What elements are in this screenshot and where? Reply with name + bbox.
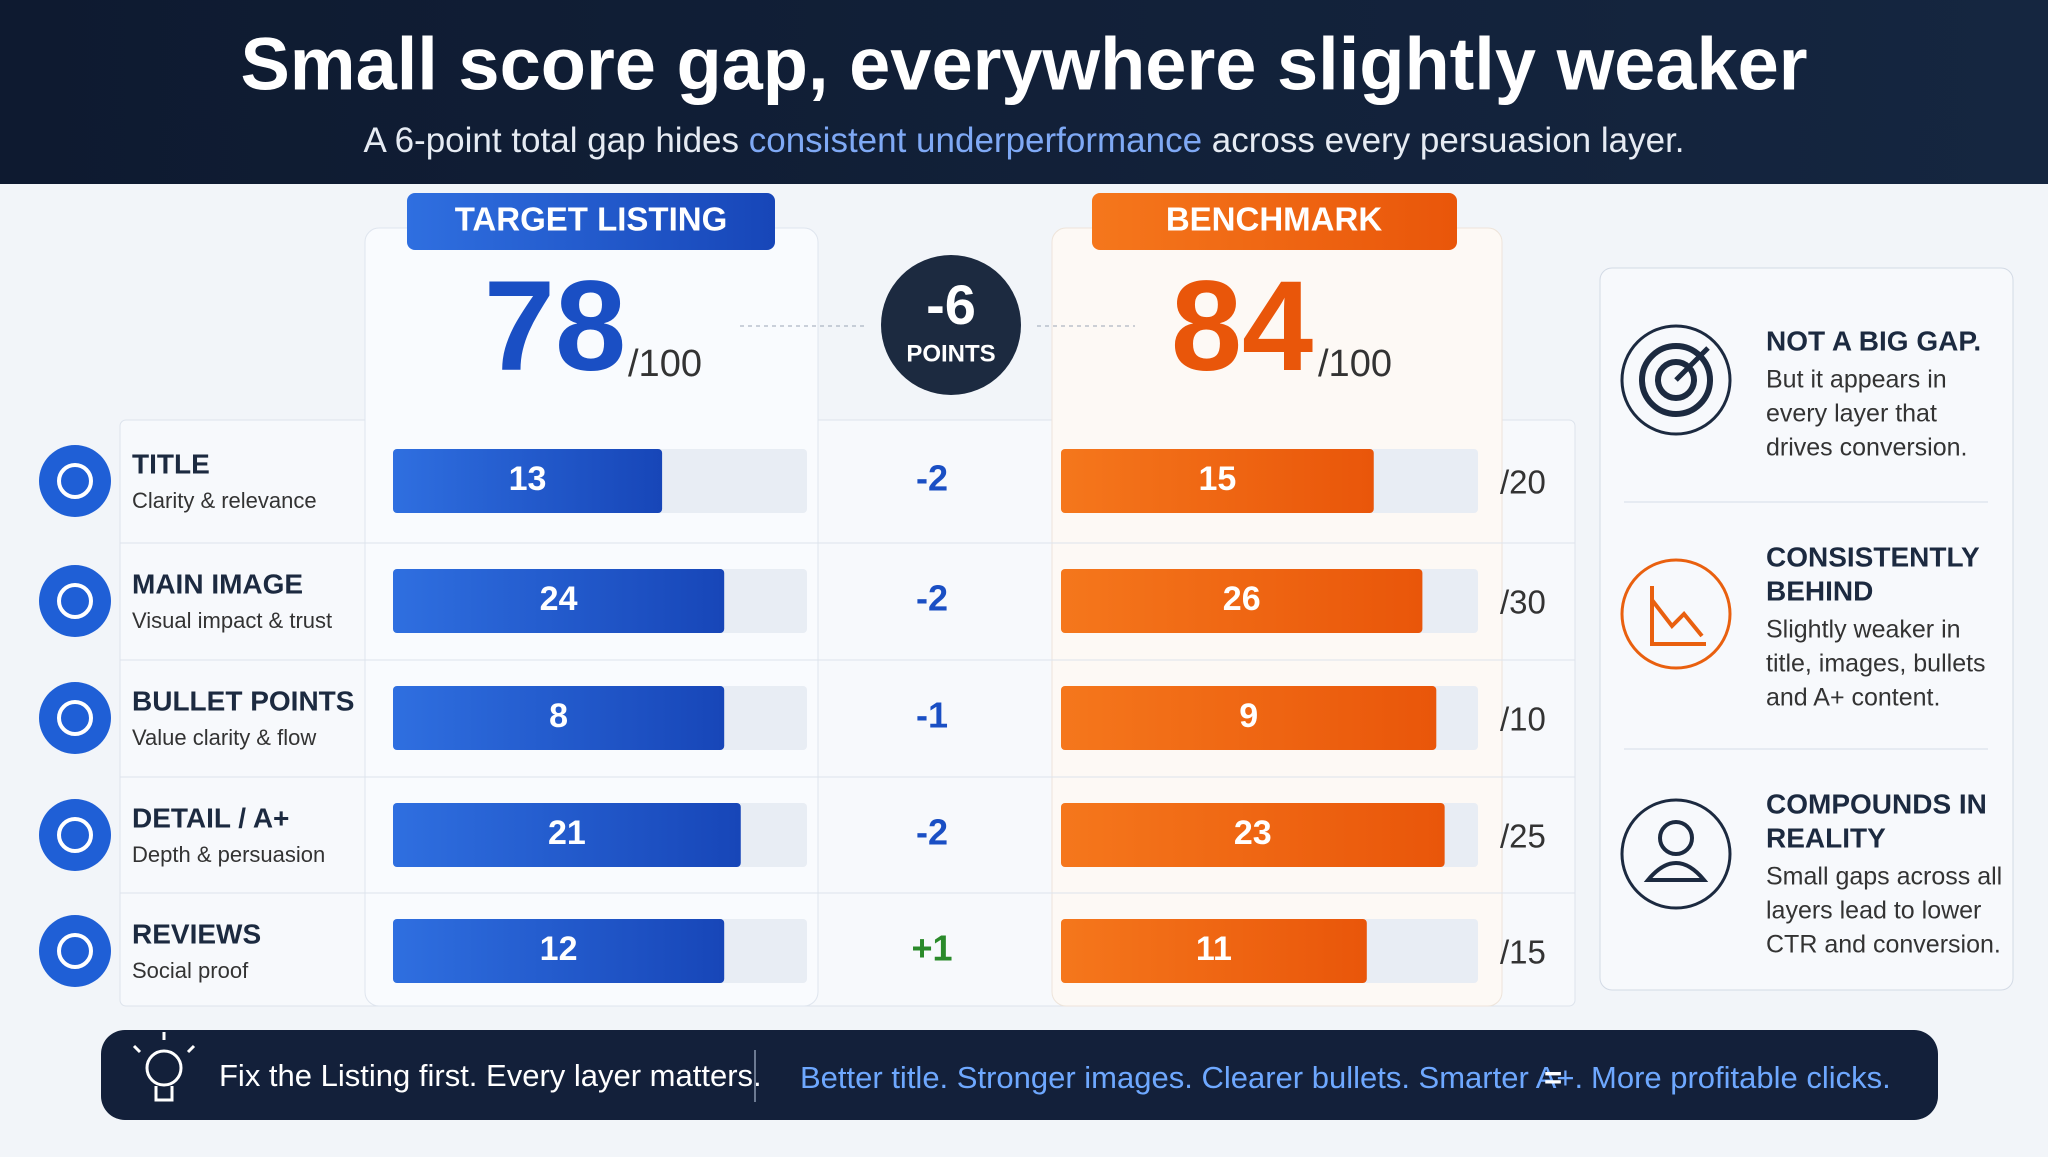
benchmark-bar bbox=[1061, 569, 1423, 633]
target-value: 13 bbox=[509, 460, 547, 498]
note-body: Small gaps across all bbox=[1766, 863, 2002, 891]
benchmark-score: 84 bbox=[1171, 255, 1313, 398]
note-body: CTR and conversion. bbox=[1766, 931, 2001, 959]
footer-bg bbox=[101, 1030, 1938, 1120]
target-score: 78 bbox=[484, 255, 626, 398]
row-name: BULLET POINTS bbox=[132, 685, 354, 716]
gap-circle bbox=[881, 255, 1021, 395]
note-icons bbox=[1620, 324, 1732, 910]
row-icon bbox=[39, 445, 111, 517]
footer-left: Fix the Listing first. Every layer matte… bbox=[219, 1058, 762, 1093]
row-desc: Depth & persuasion bbox=[132, 842, 325, 867]
footer-right: More profitable clicks. bbox=[1591, 1060, 1891, 1095]
row-icon bbox=[39, 682, 111, 754]
header-bg bbox=[0, 0, 2048, 184]
benchmark-bar bbox=[1061, 803, 1445, 867]
target-value: 12 bbox=[540, 930, 578, 968]
row-icon-inner bbox=[57, 700, 93, 736]
row-diff: -2 bbox=[916, 578, 948, 619]
target-bar bbox=[393, 803, 741, 867]
subtitle: A 6-point total gap hides consistent und… bbox=[363, 121, 1684, 160]
title: Small score gap, everywhere slightly wea… bbox=[240, 23, 1807, 106]
benchmark-value: 11 bbox=[1196, 930, 1232, 968]
benchmark-label: BENCHMARK bbox=[1166, 201, 1382, 238]
note-title: BEHIND bbox=[1766, 575, 1873, 606]
gap-value: -6 bbox=[926, 273, 976, 336]
note-title: CONSISTENTLY bbox=[1766, 541, 1980, 572]
row-name: TITLE bbox=[132, 448, 210, 479]
row-diff: -1 bbox=[916, 695, 948, 736]
notes-panel bbox=[1599, 267, 2014, 991]
row-max: /30 bbox=[1500, 584, 1546, 621]
benchmark-value: 23 bbox=[1234, 814, 1272, 852]
note-body: But it appears in bbox=[1766, 366, 1947, 394]
benchmark-bar bbox=[1061, 686, 1437, 750]
row-diff: -2 bbox=[916, 812, 948, 853]
row-icon bbox=[39, 799, 111, 871]
gap-unit: POINTS bbox=[906, 340, 995, 367]
benchmark-value: 26 bbox=[1223, 580, 1261, 618]
bulb-icon bbox=[132, 1032, 196, 1102]
row-max: /10 bbox=[1500, 701, 1546, 738]
row-icon bbox=[39, 565, 111, 637]
subtitle-highlight: consistent underperformance bbox=[749, 121, 1202, 160]
benchmark-bar bbox=[1061, 449, 1374, 513]
note-body: drives conversion. bbox=[1766, 434, 1967, 462]
benchmark-value: 9 bbox=[1239, 697, 1258, 735]
row-name: DETAIL / A+ bbox=[132, 802, 289, 833]
target-value: 21 bbox=[548, 814, 586, 852]
row-icon-inner bbox=[57, 463, 93, 499]
target-label: TARGET LISTING bbox=[455, 201, 728, 238]
target-bar bbox=[393, 919, 725, 983]
row-icon-inner bbox=[57, 933, 93, 969]
row-diff: -2 bbox=[916, 458, 948, 499]
benchmark-value: 15 bbox=[1198, 460, 1236, 498]
footer-equals: = bbox=[1544, 1060, 1562, 1095]
row-name: REVIEWS bbox=[132, 918, 261, 949]
footer-middle: Better title. Stronger images. Clearer b… bbox=[800, 1060, 1583, 1095]
note-title: COMPOUNDS IN bbox=[1766, 788, 1987, 819]
row-icon-inner bbox=[57, 583, 93, 619]
note-body: layers lead to lower bbox=[1766, 897, 1981, 925]
subtitle-part: A 6-point total gap hides bbox=[363, 121, 739, 160]
benchmark-total: /100 bbox=[1318, 343, 1392, 385]
row-icon-inner bbox=[57, 817, 93, 853]
row-max: /20 bbox=[1500, 464, 1546, 501]
row-name: MAIN IMAGE bbox=[132, 568, 303, 599]
target-total: /100 bbox=[628, 343, 702, 385]
row-desc: Value clarity & flow bbox=[132, 725, 316, 750]
target-value: 24 bbox=[540, 580, 578, 618]
row-desc: Visual impact & trust bbox=[132, 608, 332, 633]
benchmark-badge bbox=[1092, 193, 1457, 250]
note-body: every layer that bbox=[1766, 400, 1937, 428]
row-diff: +1 bbox=[911, 928, 952, 969]
row-max: /25 bbox=[1500, 818, 1546, 855]
note-title: NOT A BIG GAP. bbox=[1766, 325, 1981, 356]
target-badge bbox=[407, 193, 775, 250]
row-desc: Social proof bbox=[132, 958, 249, 983]
target-bar bbox=[393, 569, 725, 633]
note-body: title, images, bullets bbox=[1766, 650, 1986, 678]
benchmark-bar bbox=[1061, 919, 1367, 983]
target-bar bbox=[393, 686, 725, 750]
target-bar bbox=[393, 449, 663, 513]
note-body: Slightly weaker in bbox=[1766, 616, 1961, 644]
target-value: 8 bbox=[549, 697, 568, 735]
note-body: and A+ content. bbox=[1766, 684, 1940, 712]
row-max: /15 bbox=[1500, 934, 1546, 971]
note-title: REALITY bbox=[1766, 822, 1886, 853]
subtitle-part: across every persuasion layer. bbox=[1212, 121, 1685, 160]
row-icon bbox=[39, 915, 111, 987]
row-desc: Clarity & relevance bbox=[132, 488, 317, 513]
